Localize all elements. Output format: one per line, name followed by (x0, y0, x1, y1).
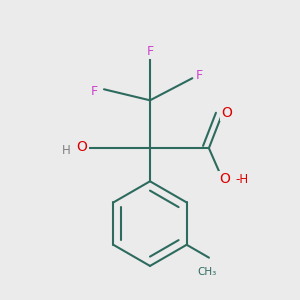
Text: -H: -H (236, 173, 249, 186)
Text: O: O (76, 140, 87, 154)
Text: O: O (221, 106, 232, 120)
Text: F: F (146, 45, 154, 58)
Text: F: F (91, 85, 98, 98)
Text: O: O (219, 172, 230, 186)
Text: CH₃: CH₃ (197, 267, 217, 277)
Text: H: H (62, 143, 71, 157)
Text: F: F (195, 69, 203, 82)
